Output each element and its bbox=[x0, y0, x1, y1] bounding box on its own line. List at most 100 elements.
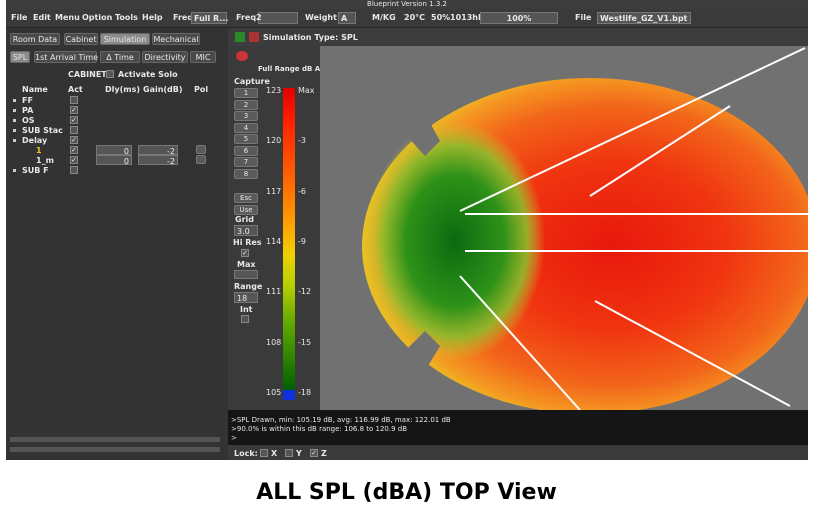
column-header: Name bbox=[22, 85, 48, 94]
column-header: Act bbox=[68, 85, 83, 94]
range-label: Range bbox=[234, 282, 263, 291]
tree-bullet bbox=[13, 119, 16, 122]
capture-button[interactable]: 2 bbox=[234, 99, 258, 110]
capture-button[interactable]: 8 bbox=[234, 168, 258, 179]
scale-relative-label: -9 bbox=[298, 236, 306, 246]
lock-checkbox[interactable]: ✓ bbox=[310, 449, 318, 457]
pol-button[interactable] bbox=[196, 145, 206, 154]
lock-axis: Y bbox=[296, 449, 302, 458]
gain-field[interactable]: -2 bbox=[138, 145, 178, 156]
menu-item[interactable]: File bbox=[11, 13, 28, 22]
freq1-value[interactable]: Full R... bbox=[191, 12, 228, 24]
act-checkbox[interactable]: ✓ bbox=[70, 106, 78, 114]
subtab[interactable]: Δ Time bbox=[100, 51, 140, 63]
scale-relative-label: -12 bbox=[298, 287, 312, 297]
act-checkbox[interactable]: ✓ bbox=[70, 156, 78, 164]
grid-field[interactable]: 3.0 bbox=[234, 225, 258, 236]
column-header: Pol bbox=[194, 85, 209, 94]
run-button[interactable] bbox=[235, 32, 245, 42]
row-name[interactable]: Delay bbox=[22, 136, 48, 145]
lock-bar bbox=[228, 445, 808, 460]
scrollbar[interactable] bbox=[10, 437, 220, 442]
subtab[interactable]: 1st Arrival Time bbox=[34, 51, 99, 63]
spl-plot bbox=[320, 46, 808, 410]
capture-button[interactable]: 1 bbox=[234, 88, 258, 98]
menu-item[interactable]: Menu bbox=[55, 13, 80, 22]
stop-button[interactable] bbox=[249, 32, 259, 42]
toolbar bbox=[228, 28, 808, 46]
caption: ALL SPL (dBA) TOP View bbox=[256, 480, 557, 505]
lock-axis: Z bbox=[321, 449, 327, 458]
capture-button[interactable]: 5 bbox=[234, 134, 258, 144]
scale-title: Full Range dB A bbox=[258, 65, 321, 73]
range-field[interactable]: 18 bbox=[234, 292, 258, 303]
row-name[interactable]: SUB F bbox=[22, 166, 49, 175]
title-bar bbox=[6, 0, 808, 9]
scale-label: 123 bbox=[266, 86, 282, 95]
tab[interactable]: Room Data bbox=[10, 33, 60, 45]
console-line: >90.0% is within this dB range: 106.8 to… bbox=[231, 425, 408, 433]
color-scale bbox=[283, 88, 295, 400]
pol-button[interactable] bbox=[196, 155, 206, 164]
menu-item[interactable]: Edit bbox=[33, 13, 51, 22]
hires-label: Hi Res bbox=[233, 238, 262, 247]
capture-label: Capture bbox=[234, 77, 270, 86]
act-checkbox[interactable] bbox=[70, 126, 78, 134]
row-name[interactable]: 1_m bbox=[36, 156, 54, 165]
row-name[interactable]: FF bbox=[22, 96, 33, 105]
delay-field[interactable]: 0 bbox=[96, 155, 132, 166]
tree-bullet bbox=[13, 109, 16, 112]
act-checkbox[interactable] bbox=[70, 166, 78, 174]
lock-checkbox[interactable] bbox=[285, 449, 293, 457]
lock-checkbox[interactable] bbox=[260, 449, 268, 457]
subtab[interactable]: MIC bbox=[190, 51, 216, 63]
act-checkbox[interactable]: ✓ bbox=[70, 136, 78, 144]
capture-button[interactable]: Esc bbox=[234, 193, 258, 203]
subtab[interactable]: SPL bbox=[10, 51, 30, 63]
freq2-field[interactable] bbox=[258, 12, 298, 24]
solo-label: Activate Solo bbox=[118, 70, 178, 79]
scale-label: 105 bbox=[266, 387, 282, 397]
scrollbar[interactable] bbox=[10, 447, 220, 452]
subtab[interactable]: Directivity bbox=[142, 51, 188, 63]
menu-item[interactable]: Option bbox=[82, 13, 113, 22]
scale-relative-label: -15 bbox=[298, 337, 312, 347]
delay-field[interactable]: 0 bbox=[96, 145, 132, 156]
tree-bullet bbox=[13, 129, 16, 132]
menu-item[interactable]: Tools bbox=[115, 13, 138, 22]
act-checkbox[interactable]: ✓ bbox=[70, 116, 78, 124]
row-name[interactable]: PA bbox=[22, 106, 34, 115]
weight-value[interactable]: A bbox=[338, 12, 356, 24]
max-field[interactable] bbox=[234, 270, 258, 279]
hires-checkbox[interactable]: ✓ bbox=[241, 249, 249, 257]
row-name[interactable]: OS bbox=[22, 116, 35, 125]
file-label: File bbox=[575, 13, 592, 22]
act-checkbox[interactable]: ✓ bbox=[70, 146, 78, 154]
record-button[interactable] bbox=[236, 51, 248, 61]
capture-button[interactable]: Use bbox=[234, 204, 258, 215]
window-title: Blueprint Version 1.3.2 bbox=[367, 0, 447, 8]
column-header: Dly(ms) bbox=[105, 85, 141, 94]
capture-button[interactable]: 4 bbox=[234, 122, 258, 133]
lock-axis: X bbox=[271, 449, 278, 458]
tab[interactable]: Mechanical bbox=[152, 33, 200, 45]
scale-label: 111 bbox=[266, 287, 282, 297]
zoom[interactable]: 100% bbox=[480, 12, 558, 24]
int-field[interactable] bbox=[241, 315, 249, 323]
menu-item[interactable]: Help bbox=[142, 13, 163, 22]
row-name[interactable]: 1 bbox=[36, 146, 42, 155]
tree-bullet bbox=[13, 139, 16, 142]
tab[interactable]: Cabinet bbox=[64, 33, 98, 45]
humidity: 50% bbox=[431, 13, 451, 22]
gain-field[interactable]: -2 bbox=[138, 155, 178, 166]
capture-button[interactable]: 6 bbox=[234, 145, 258, 156]
checkbox[interactable] bbox=[106, 70, 114, 78]
row-name[interactable]: SUB Stac bbox=[22, 126, 63, 135]
tab[interactable]: Simulation bbox=[100, 33, 150, 45]
capture-button[interactable]: 3 bbox=[234, 111, 258, 121]
file-name[interactable]: Westlife_GZ_V1.bpt bbox=[597, 12, 691, 24]
capture-button[interactable]: 7 bbox=[234, 157, 258, 167]
act-checkbox[interactable] bbox=[70, 96, 78, 104]
pressure: 1013hPa bbox=[450, 13, 490, 22]
